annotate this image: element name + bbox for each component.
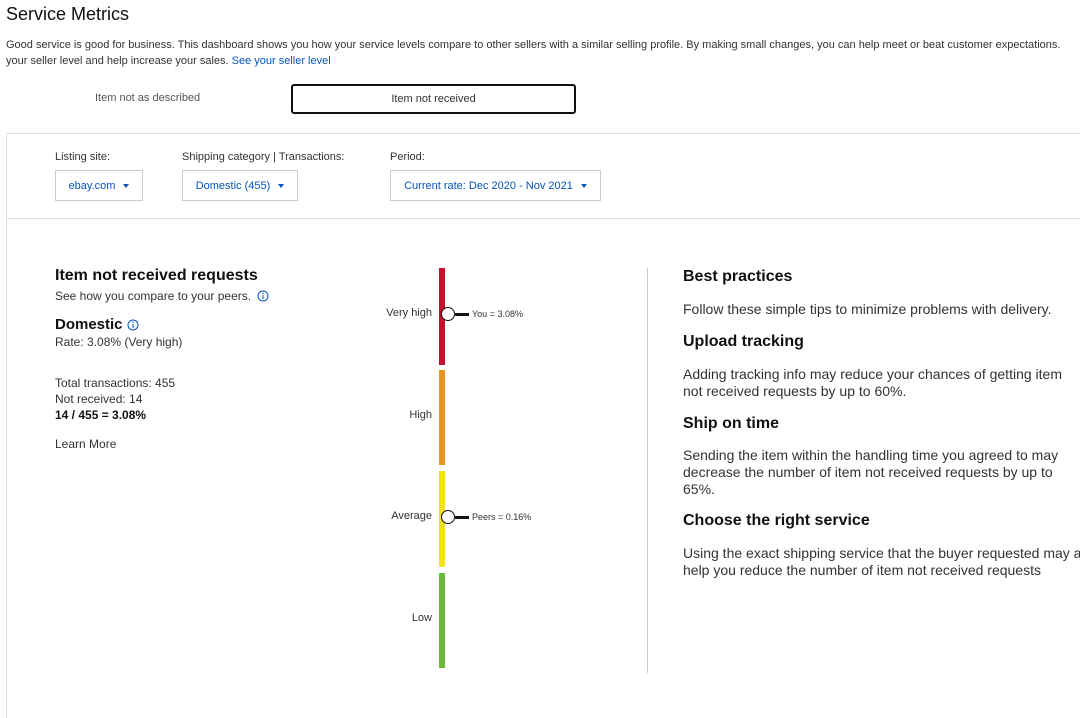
tip-title: Upload tracking: [683, 333, 804, 350]
scale-level: Average: [391, 510, 432, 522]
scale-bar: [439, 573, 445, 668]
divider: [647, 268, 648, 673]
tip-text: Adding tracking info may reduce your cha…: [683, 366, 1062, 399]
caret: [123, 183, 130, 188]
page-title: Service Metrics: [6, 4, 130, 24]
not-received: Not received: 14: [55, 392, 143, 406]
dropdown-value: Current rate: Dec 2020 - Nov 2021: [404, 179, 573, 192]
segment: Domestic: [55, 316, 139, 333]
seller-level-link[interactable]: See your seller level: [231, 55, 331, 67]
segment-text: Domestic: [55, 316, 123, 333]
learn-more-link[interactable]: Learn More: [55, 437, 117, 451]
dropdown[interactable]: Domestic (455): [182, 170, 298, 201]
dropdown-value: ebay.com: [68, 179, 116, 192]
tip-text: Sending the item within the handling tim…: [683, 447, 1059, 497]
you-label: You = 3.08%: [472, 309, 523, 319]
intro: Follow these simple tips to minimize pro…: [683, 301, 1052, 317]
peers-label: Peers = 0.16%: [472, 512, 532, 522]
scale-level: Low: [411, 612, 432, 624]
dropdown[interactable]: Current rate: Dec 2020 - Nov 2021: [390, 170, 601, 201]
tip-title: Ship on time: [683, 415, 779, 432]
rate: Rate: 3.08% (Very high): [55, 335, 183, 349]
subtitle-text: See how you compare to your peers.: [55, 289, 252, 303]
tip-text: Using the exact shipping service that th…: [683, 545, 1080, 578]
scale-bar: [439, 370, 445, 465]
tab[interactable]: Item not as described: [95, 92, 201, 104]
you-marker: [441, 307, 469, 321]
tab-selected[interactable]: Item not received: [291, 84, 576, 114]
dropdown-value: Domestic (455): [195, 179, 271, 192]
description-line: your seller level and help increase your…: [6, 55, 331, 67]
peers-marker: [441, 510, 469, 524]
scale-level: High: [409, 409, 432, 421]
caret: [278, 183, 285, 188]
section-title: Item not received requests: [55, 267, 258, 284]
description: Good service is good for business. This …: [6, 39, 1061, 51]
info-icon[interactable]: [127, 319, 139, 331]
filter-label: Period:: [390, 151, 425, 163]
section-title: Best practices: [683, 268, 793, 285]
filter-panel: [6, 133, 1080, 219]
total: Total transactions: 455: [55, 376, 176, 390]
filter-label: Shipping category | Transactions:: [182, 151, 345, 163]
page: {"header": {"title": "Service Metrics", …: [6, 4, 1080, 718]
tip-title: Choose the right service: [683, 512, 870, 529]
metrics-panel: [6, 218, 1080, 718]
subtitle: See how you compare to your peers.: [55, 289, 269, 303]
calculation: 14 / 455 = 3.08%: [55, 408, 147, 422]
caret: [580, 183, 587, 188]
dropdown[interactable]: ebay.com: [55, 170, 143, 201]
filter-label: Listing site:: [55, 151, 111, 163]
description: your seller level and help increase your…: [6, 55, 229, 67]
scale-level: Very high: [386, 307, 432, 319]
info-icon[interactable]: [257, 290, 269, 302]
